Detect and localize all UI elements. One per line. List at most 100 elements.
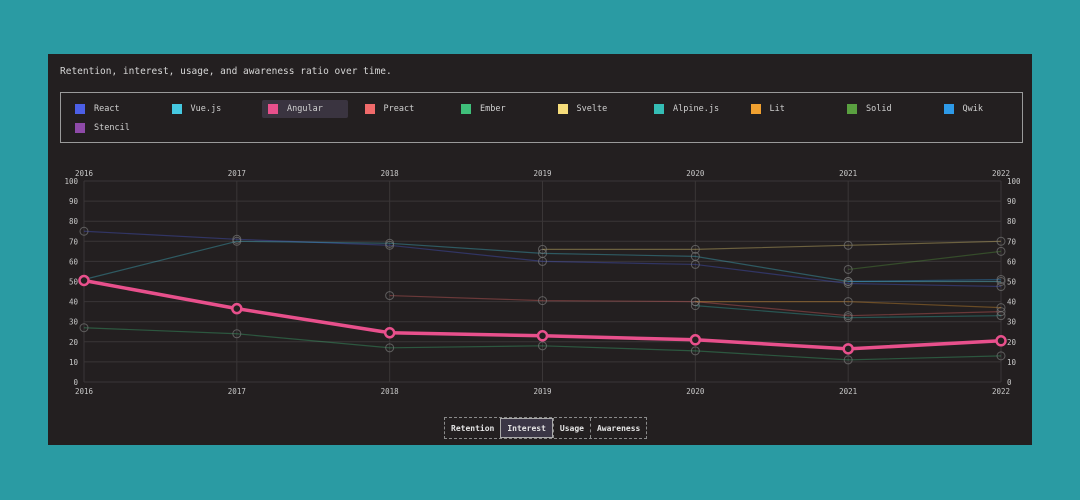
legend: React Vue.js Angular Preact Ember Svelte Alpin… xyxy=(60,92,1023,143)
y-tick-right: 0 xyxy=(1007,378,1012,387)
metric-button-usage[interactable]: Usage xyxy=(552,418,590,438)
series-line-ember xyxy=(83,327,1002,361)
data-point-ember xyxy=(232,329,242,339)
line-chart: 0 0 10 10 20 20 30 30 40 40 50 50 60 60 70 70 80 80 90 90 10… xyxy=(48,164,1032,404)
data-point-qwik xyxy=(996,274,1006,284)
data-point-svelte xyxy=(996,236,1006,246)
y-tick-left: 20 xyxy=(69,338,79,347)
legend-swatch xyxy=(268,104,278,114)
y-tick-right: 100 xyxy=(1007,177,1021,186)
data-point-lit xyxy=(690,297,700,307)
legend-label: Qwik xyxy=(962,104,983,114)
series-line-qwik xyxy=(848,278,1002,283)
legend-item-angular[interactable]: Angular xyxy=(262,100,348,118)
x-tick-bottom: 2022 xyxy=(992,387,1010,396)
data-point-ember xyxy=(996,351,1006,361)
legend-swatch xyxy=(75,123,85,133)
data-point-angular xyxy=(689,334,702,346)
data-point-preact xyxy=(538,296,547,306)
data-point-angular xyxy=(536,330,549,342)
y-tick-left: 70 xyxy=(69,237,79,246)
legend-item-stencil[interactable]: Stencil xyxy=(69,119,136,137)
metric-button-awareness[interactable]: Awareness xyxy=(589,418,646,438)
data-point-vue-js xyxy=(690,251,700,261)
y-tick-left: 80 xyxy=(69,217,79,226)
data-point-lit xyxy=(843,297,853,307)
y-tick-left: 30 xyxy=(69,318,79,327)
data-point-react xyxy=(79,226,89,236)
legend-swatch xyxy=(461,104,471,114)
legend-item-preact[interactable]: Preact xyxy=(359,100,421,118)
data-point-qwik xyxy=(843,277,853,286)
y-tick-right: 10 xyxy=(1007,358,1017,367)
legend-label: React xyxy=(94,104,120,114)
legend-label: Lit xyxy=(769,104,785,114)
data-point-angular xyxy=(78,274,90,287)
x-tick-bottom: 2020 xyxy=(686,387,705,396)
metric-button-interest[interactable]: Interest xyxy=(500,418,553,438)
x-tick-top: 2018 xyxy=(381,169,400,178)
data-point-lit xyxy=(996,303,1006,313)
data-point-alpine-js xyxy=(690,301,700,311)
x-tick-top: 2022 xyxy=(992,169,1010,178)
x-tick-bottom: 2019 xyxy=(533,387,551,396)
data-point-react xyxy=(996,282,1006,292)
legend-item-lit[interactable]: Lit xyxy=(745,100,791,118)
legend-label: Stencil xyxy=(94,123,130,133)
chart-panel: Retention, interest, usage, and awarenes… xyxy=(48,54,1032,445)
metric-button-retention[interactable]: Retention xyxy=(451,423,495,433)
legend-swatch xyxy=(654,104,664,114)
legend-swatch xyxy=(750,104,761,114)
y-tick-right: 60 xyxy=(1007,257,1017,266)
legend-item-svelte[interactable]: Svelte xyxy=(552,100,614,118)
legend-item-vue-js[interactable]: Vue.js xyxy=(166,100,228,118)
y-tick-right: 20 xyxy=(1007,338,1017,347)
y-tick-right: 70 xyxy=(1007,237,1017,246)
data-point-vue-js xyxy=(232,236,242,246)
x-tick-top: 2016 xyxy=(75,169,94,178)
data-point-ember xyxy=(843,355,853,365)
data-point-angular xyxy=(995,335,1007,347)
legend-swatch xyxy=(75,104,85,114)
legend-label: Svelte xyxy=(576,104,608,114)
legend-swatch xyxy=(364,104,375,114)
y-tick-left: 60 xyxy=(69,257,79,266)
series-line-solid xyxy=(848,250,1002,271)
data-point-alpine-js xyxy=(843,313,853,323)
data-point-preact xyxy=(385,291,395,301)
data-point-ember xyxy=(385,343,395,353)
x-tick-bottom: 2018 xyxy=(381,387,400,396)
data-point-svelte xyxy=(843,240,853,250)
data-point-ember xyxy=(538,341,547,351)
legend-swatch xyxy=(943,104,954,114)
series-line-alpine-js xyxy=(695,305,1002,319)
legend-item-react[interactable]: React xyxy=(69,100,126,118)
data-point-solid xyxy=(996,246,1006,256)
legend-label: Alpine.js xyxy=(673,104,720,114)
legend-label: Ember xyxy=(480,104,506,114)
x-tick-top: 2020 xyxy=(686,169,705,178)
data-point-angular xyxy=(842,343,854,355)
y-tick-left: 50 xyxy=(69,278,79,287)
y-tick-left: 0 xyxy=(73,378,78,387)
x-tick-top: 2019 xyxy=(533,169,551,178)
data-point-angular xyxy=(231,302,243,315)
series-line-react xyxy=(83,230,1002,288)
legend-item-alpine-js[interactable]: Alpine.js xyxy=(648,100,725,118)
legend-item-qwik[interactable]: Qwik xyxy=(938,100,989,118)
legend-item-solid[interactable]: Solid xyxy=(841,100,898,118)
data-point-svelte xyxy=(690,244,700,254)
data-point-ember xyxy=(690,346,700,356)
data-point-preact xyxy=(996,307,1006,317)
x-tick-top: 2021 xyxy=(839,169,857,178)
chart-description: Retention, interest, usage, and awarenes… xyxy=(60,66,392,77)
series-line-lit xyxy=(695,301,1002,309)
y-tick-left: 90 xyxy=(69,197,79,206)
y-tick-right: 50 xyxy=(1007,278,1017,287)
y-tick-right: 80 xyxy=(1007,217,1017,226)
x-tick-top: 2017 xyxy=(228,169,246,178)
y-tick-right: 40 xyxy=(1007,298,1017,307)
y-tick-right: 30 xyxy=(1007,318,1017,327)
legend-item-ember[interactable]: Ember xyxy=(455,100,512,118)
